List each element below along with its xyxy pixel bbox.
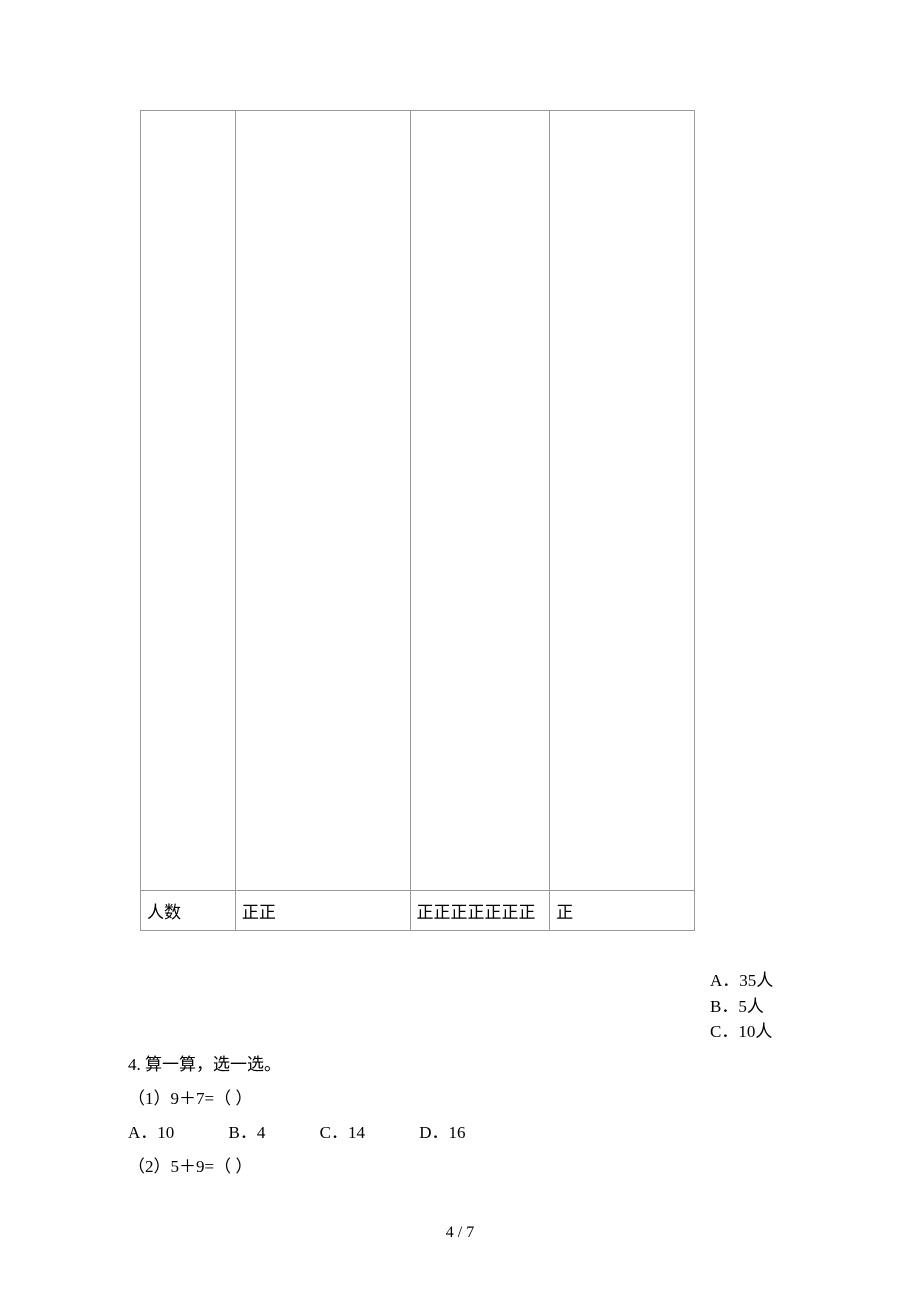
- answer-option-a: A．35人: [710, 968, 773, 994]
- table-cell-tally: 正: [550, 891, 695, 931]
- option-b: B．4: [229, 1116, 266, 1150]
- question-4-title: 4. 算一算，选一选。: [128, 1048, 516, 1082]
- answer-option-c: C．10人: [710, 1019, 773, 1045]
- tally-table: 人数 正正 正正正正正正正 正: [140, 110, 695, 930]
- table-cell-empty: [141, 111, 236, 891]
- option-d: D．16: [419, 1116, 465, 1150]
- page-number: 4 / 7: [0, 1224, 920, 1242]
- option-c: C．14: [320, 1116, 365, 1150]
- table-row-label: 人数: [141, 891, 236, 931]
- table: 人数 正正 正正正正正正正 正: [140, 110, 695, 931]
- answer-options-block: A．35人 B．5人 C．10人: [710, 968, 773, 1045]
- table-cell-empty: [410, 111, 550, 891]
- question-4-block: 4. 算一算，选一选。 （1）9＋7=（ ） A．10 B．4 C．14 D．1…: [128, 1048, 516, 1184]
- table-row: [141, 111, 695, 891]
- question-4-sub1: （1）9＋7=（ ）: [128, 1082, 516, 1116]
- answer-option-b: B．5人: [710, 994, 773, 1020]
- table-cell-tally: 正正: [235, 891, 410, 931]
- table-cell-tally: 正正正正正正正: [410, 891, 550, 931]
- table-cell-empty: [550, 111, 695, 891]
- question-4-sub2: （2）5＋9=（ ）: [128, 1150, 516, 1184]
- option-a: A．10: [128, 1116, 174, 1150]
- table-cell-empty: [235, 111, 410, 891]
- question-4-options: A．10 B．4 C．14 D．16: [128, 1116, 516, 1150]
- table-row: 人数 正正 正正正正正正正 正: [141, 891, 695, 931]
